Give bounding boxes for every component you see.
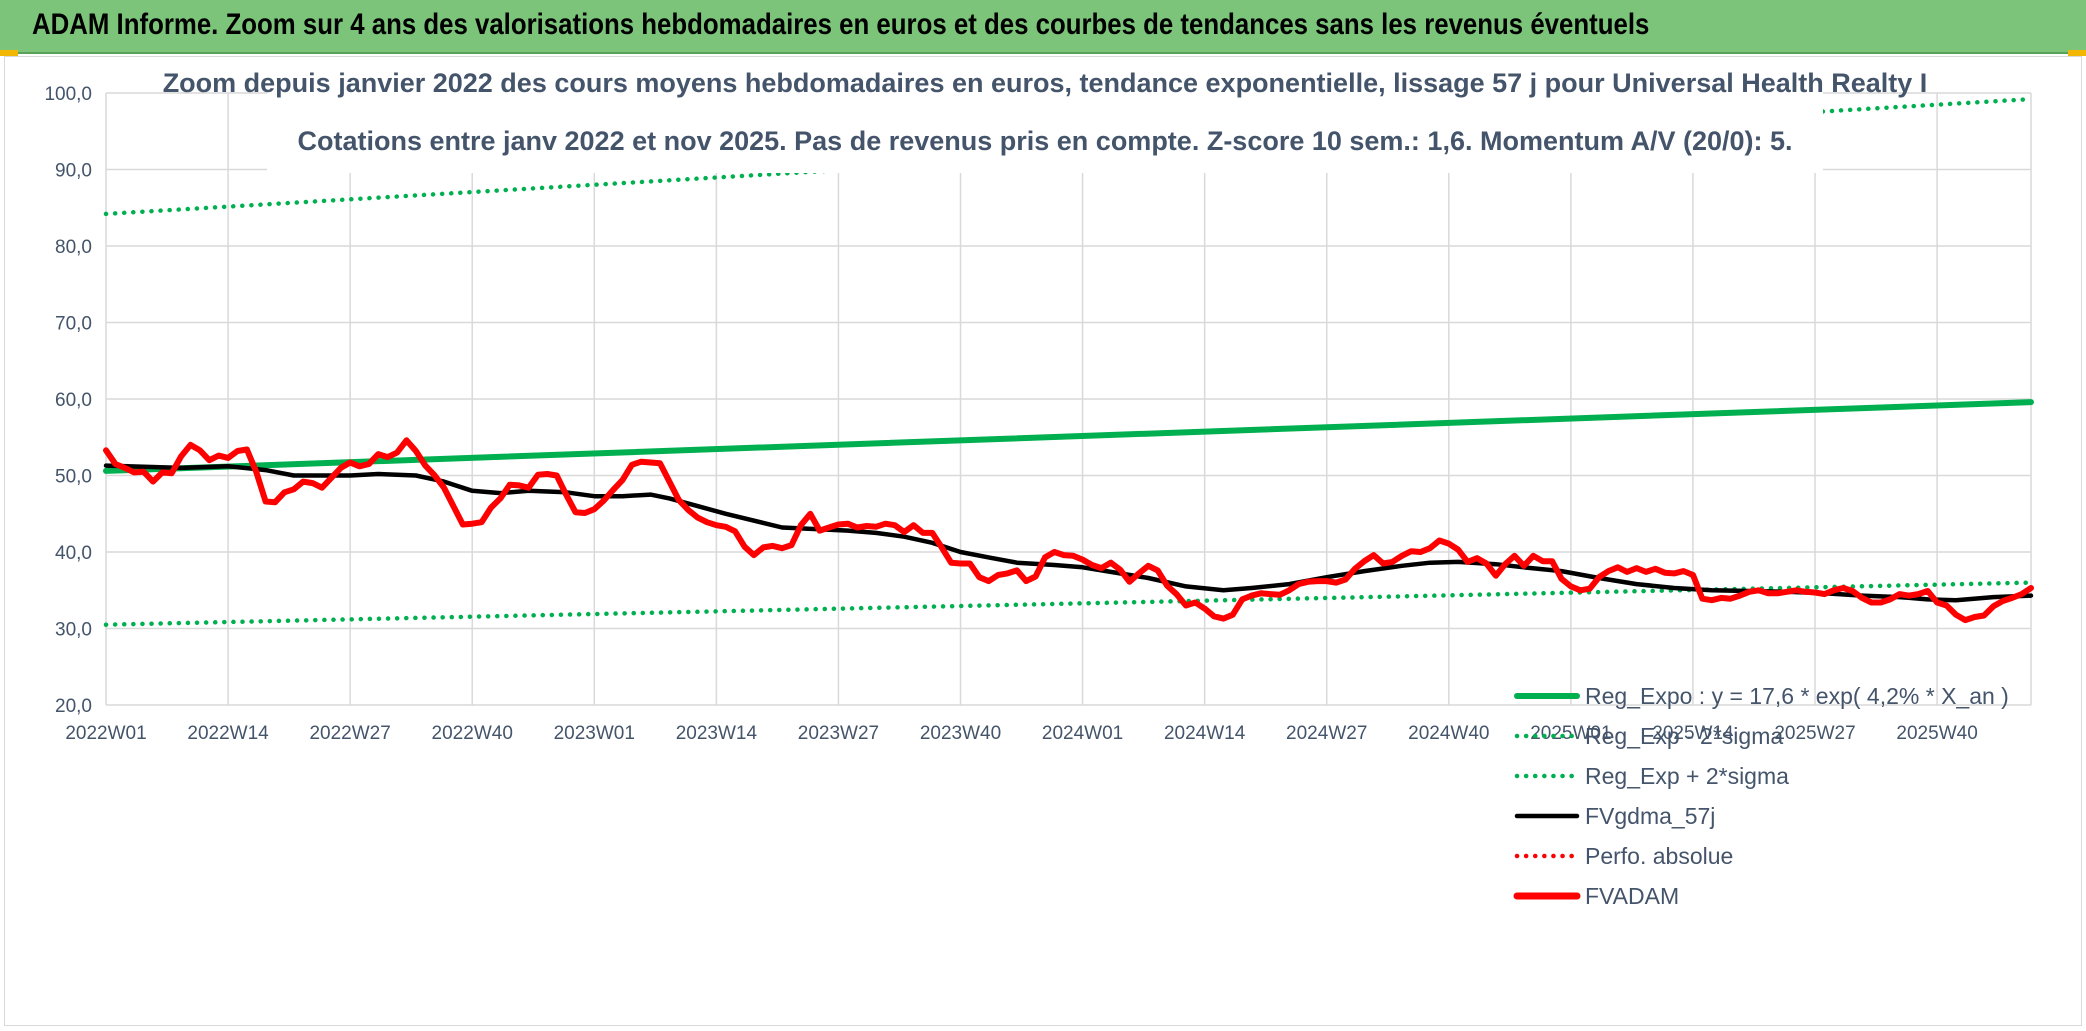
chart-title-background — [267, 63, 1823, 173]
x-tick-label: 2023W01 — [554, 723, 635, 744]
x-tick-label: 2024W01 — [1042, 723, 1123, 744]
y-tick-label: 50,0 — [55, 467, 92, 488]
legend-label: FVADAM — [1585, 883, 1679, 909]
y-tick-label: 30,0 — [55, 620, 92, 641]
x-tick-label: 2022W40 — [432, 723, 513, 744]
series-line — [103, 399, 2034, 474]
x-tick-label: 2023W40 — [920, 723, 1001, 744]
x-tick-label: 2023W27 — [798, 723, 879, 744]
chart-title-line-2: Cotations entre janv 2022 et nov 2025. P… — [297, 126, 1792, 156]
series — [103, 96, 2034, 627]
chart-title-line-1: Zoom depuis janvier 2022 des cours moyen… — [163, 68, 1928, 98]
x-tick-label: 2024W40 — [1408, 723, 1489, 744]
x-tick-label: 2025W40 — [1896, 723, 1977, 744]
x-tick-label: 2022W01 — [65, 723, 146, 744]
report-banner: ADAM Informe. Zoom sur 4 ans des valoris… — [0, 0, 2086, 56]
x-tick-label: 2024W14 — [1164, 723, 1246, 744]
x-tick-label: 2022W14 — [187, 723, 269, 744]
series-line — [103, 580, 2034, 627]
x-tick-label: 2023W14 — [676, 723, 758, 744]
x-tick-label: 2025W14 — [1652, 723, 1734, 744]
y-tick-label: 90,0 — [55, 161, 92, 182]
y-tick-label: 20,0 — [55, 696, 92, 717]
legend: Reg_Expo : y = 17,6 * exp( 4,2% * X_an )… — [1513, 683, 2009, 909]
x-tick-label: 2025W27 — [1774, 723, 1855, 744]
series-line — [103, 463, 2034, 603]
line-chart: Zoom depuis janvier 2022 des cours moyen… — [44, 63, 2034, 909]
x-tick-label: 2024W27 — [1286, 723, 1367, 744]
legend-label: Reg_Exp + 2*sigma — [1585, 763, 1789, 789]
x-tick-label: 2022W27 — [309, 723, 390, 744]
banner-corner-right — [2068, 50, 2086, 56]
x-tick-label: 2025W01 — [1530, 723, 1611, 744]
banner-corner-left — [0, 50, 18, 56]
y-tick-label: 40,0 — [55, 543, 92, 564]
legend-label: Reg_Expo : y = 17,6 * exp( 4,2% * X_an ) — [1585, 683, 2009, 709]
legend-label: Perfo. absolue — [1585, 843, 1733, 869]
y-tick-label: 60,0 — [55, 390, 92, 411]
y-tick-label: 100,0 — [44, 84, 92, 105]
grid — [105, 92, 2032, 706]
y-tick-label: 80,0 — [55, 237, 92, 258]
axes: 20,0 30,0 40,0 50,0 60,0 70,0 80,0 90,0 100,0 202… — [44, 84, 1977, 744]
banner-title: ADAM Informe. Zoom sur 4 ans des valoris… — [32, 8, 1650, 41]
series-line — [103, 437, 2034, 624]
y-tick-label: 70,0 — [55, 314, 92, 335]
chart-area: Zoom depuis janvier 2022 des cours moyen… — [4, 56, 2082, 1026]
legend-label: Reg_Exp - 2*sigma — [1585, 723, 1783, 749]
legend-label: FVgdma_57j — [1585, 803, 1715, 829]
